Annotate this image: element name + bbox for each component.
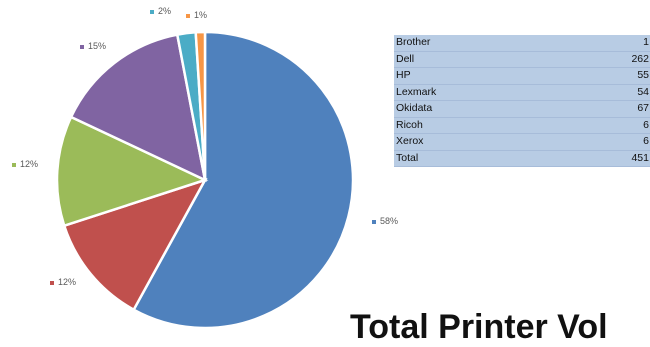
slice-label-text: 1%	[194, 10, 208, 20]
brand-name-cell: Okidata	[396, 102, 433, 115]
pie-slice-5	[194, 30, 207, 181]
printer-count-table: Brother 1 Dell 262 HP 55 Lexmark 54 Okidata 67 Ric…	[394, 35, 650, 167]
table-row: Ricoh 6	[394, 117, 650, 134]
count-cell: 55	[637, 69, 649, 82]
count-cell: 1	[643, 36, 649, 49]
legend-marker-icon	[50, 280, 54, 285]
legend-marker-icon	[150, 9, 154, 14]
slice-label-0: 58%	[372, 216, 398, 226]
table-row: Lexmark 54	[394, 84, 650, 101]
table-row: Okidata 67	[394, 101, 650, 117]
slice-label-text: 15%	[88, 41, 107, 51]
legend-marker-icon	[12, 162, 16, 167]
count-cell: 451	[631, 151, 649, 164]
brand-name-cell: Xerox	[396, 135, 424, 148]
legend-marker-icon	[80, 44, 84, 49]
slice-label-5: 1%	[186, 10, 207, 20]
pie-chart	[55, 30, 355, 327]
count-cell: 54	[637, 85, 649, 98]
partial-title: Total Printer Vol	[350, 308, 608, 346]
slice-label-2: 12%	[12, 159, 38, 169]
pie-slice-0	[132, 30, 355, 327]
brand-name-cell: Total	[396, 151, 419, 164]
brand-name-cell: Ricoh	[396, 118, 423, 131]
brand-name-cell: HP	[396, 69, 411, 82]
table-row: Brother 1	[394, 35, 650, 51]
slice-label-1: 12%	[50, 277, 76, 287]
slice-label-text: 12%	[58, 277, 77, 287]
slice-label-text: 12%	[20, 159, 39, 169]
slice-label-4: 2%	[150, 6, 171, 16]
table-row: Xerox 6	[394, 134, 650, 150]
slice-label-3: 15%	[80, 41, 106, 51]
pie-slice-3	[69, 33, 207, 183]
pie-slice-1	[62, 177, 208, 312]
slice-label-text: 58%	[380, 216, 399, 226]
legend-marker-icon	[372, 219, 376, 224]
table-row: HP 55	[394, 68, 650, 84]
brand-name-cell: Lexmark	[396, 85, 437, 98]
legend-marker-icon	[186, 13, 190, 18]
count-cell: 6	[643, 135, 649, 148]
count-cell: 6	[643, 118, 649, 131]
table-row: Total 451	[394, 150, 650, 167]
pie-slice-2	[55, 115, 209, 228]
table-row: Dell 262	[394, 51, 650, 68]
count-cell: 262	[631, 52, 649, 65]
brand-name-cell: Dell	[396, 52, 415, 65]
slice-label-text: 2%	[158, 6, 172, 16]
count-cell: 67	[637, 102, 649, 115]
brand-name-cell: Brother	[396, 36, 431, 49]
